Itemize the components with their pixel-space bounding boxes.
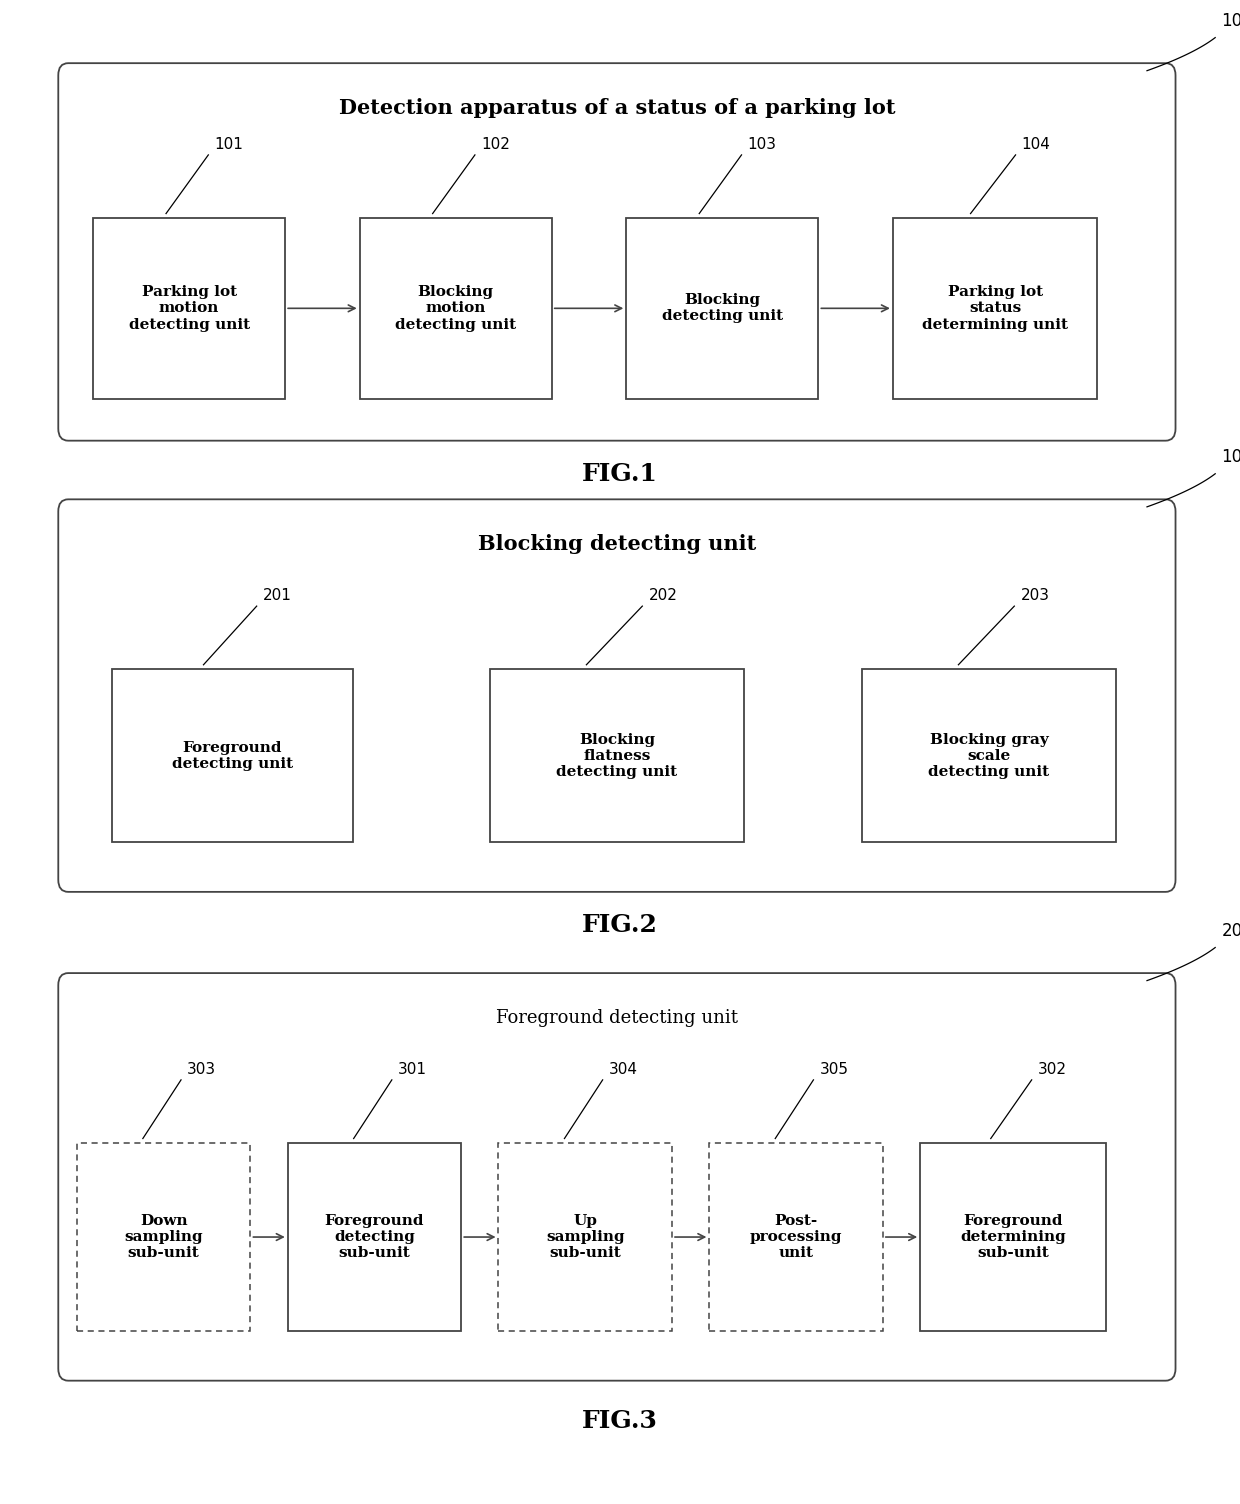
Text: Foreground
determining
sub-unit: Foreground determining sub-unit: [960, 1214, 1066, 1260]
Bar: [709, 1143, 883, 1331]
Text: Parking lot
motion
detecting unit: Parking lot motion detecting unit: [129, 286, 249, 331]
Bar: [893, 218, 1097, 399]
Text: FIG.3: FIG.3: [582, 1409, 658, 1433]
Bar: [626, 218, 818, 399]
Bar: [93, 218, 285, 399]
Text: Blocking
detecting unit: Blocking detecting unit: [662, 293, 782, 323]
Text: 101: 101: [215, 137, 243, 152]
Text: 302: 302: [1038, 1062, 1066, 1077]
Bar: [490, 669, 744, 842]
Text: 103: 103: [748, 137, 776, 152]
Text: 100: 100: [1221, 12, 1240, 30]
Text: 201: 201: [1221, 922, 1240, 940]
Text: Down
sampling
sub-unit: Down sampling sub-unit: [124, 1214, 203, 1260]
Text: FIG.1: FIG.1: [582, 462, 658, 486]
Text: 301: 301: [398, 1062, 427, 1077]
Text: 203: 203: [1021, 588, 1049, 603]
Bar: [862, 669, 1116, 842]
Text: Detection apparatus of a status of a parking lot: Detection apparatus of a status of a par…: [339, 98, 895, 119]
Text: Parking lot
status
determining unit: Parking lot status determining unit: [923, 286, 1068, 331]
Bar: [498, 1143, 672, 1331]
Text: 304: 304: [609, 1062, 637, 1077]
Text: 104: 104: [1022, 137, 1050, 152]
Text: Blocking
motion
detecting unit: Blocking motion detecting unit: [396, 286, 516, 331]
Bar: [288, 1143, 461, 1331]
Text: 305: 305: [820, 1062, 848, 1077]
FancyBboxPatch shape: [58, 973, 1176, 1381]
Text: Blocking detecting unit: Blocking detecting unit: [477, 534, 756, 555]
Text: 303: 303: [187, 1062, 216, 1077]
Text: 201: 201: [263, 588, 291, 603]
Text: Post-
processing
unit: Post- processing unit: [750, 1214, 842, 1260]
Text: Blocking gray
scale
detecting unit: Blocking gray scale detecting unit: [929, 732, 1049, 779]
Text: Foreground
detecting
sub-unit: Foreground detecting sub-unit: [325, 1214, 424, 1260]
Bar: [360, 218, 552, 399]
Text: 102: 102: [481, 137, 510, 152]
FancyBboxPatch shape: [58, 63, 1176, 441]
Text: Foreground
detecting unit: Foreground detecting unit: [172, 740, 293, 772]
Text: Up
sampling
sub-unit: Up sampling sub-unit: [546, 1214, 625, 1260]
Text: 103: 103: [1221, 448, 1240, 466]
Bar: [920, 1143, 1106, 1331]
Bar: [112, 669, 353, 842]
Bar: [77, 1143, 250, 1331]
Text: FIG.2: FIG.2: [582, 913, 658, 937]
Text: Foreground detecting unit: Foreground detecting unit: [496, 1009, 738, 1027]
Text: 202: 202: [649, 588, 677, 603]
Text: Blocking
flatness
detecting unit: Blocking flatness detecting unit: [557, 732, 677, 779]
FancyBboxPatch shape: [58, 499, 1176, 892]
